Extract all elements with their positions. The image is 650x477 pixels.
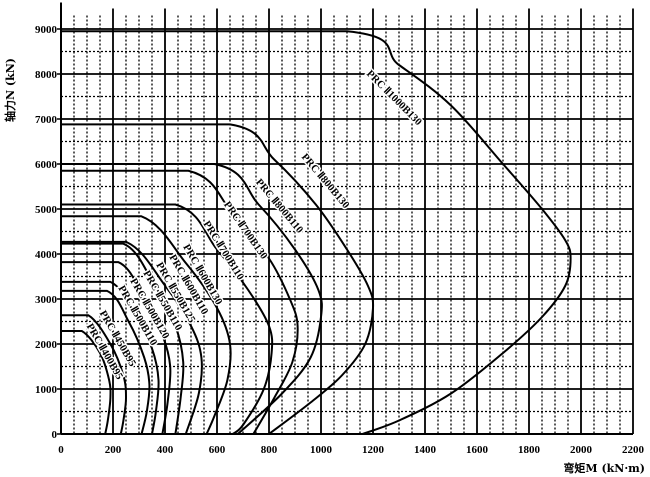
x-tick-label: 600 xyxy=(209,444,226,456)
y-tick-label: 5000 xyxy=(35,204,58,216)
series-curve xyxy=(61,289,151,435)
ticks: 0 1000 2000 3000 4000 5000 6000 7000 8000 9000 0 20… xyxy=(35,24,645,456)
y-axis-label: 轴力N (kN) xyxy=(3,58,17,122)
x-tick-label: 400 xyxy=(157,444,174,456)
series-curve xyxy=(61,203,274,435)
series-curve xyxy=(61,280,160,435)
series-curve xyxy=(61,163,323,435)
x-tick-label: 1200 xyxy=(362,444,385,456)
x-tick-label: 1000 xyxy=(310,444,333,456)
x-tick-label: 1400 xyxy=(414,444,437,456)
y-tick-label: 2000 xyxy=(35,339,58,351)
x-tick-label: 1600 xyxy=(466,444,489,456)
x-tick-label: 1800 xyxy=(518,444,541,456)
y-tick-label: 7000 xyxy=(35,114,58,126)
x-tick-label: 2000 xyxy=(570,444,593,456)
series-curve xyxy=(61,261,172,435)
series-label: PRC Ⅱ800B130 xyxy=(299,151,352,211)
x-tick-label: 0 xyxy=(58,444,64,456)
x-tick-label: 200 xyxy=(105,444,122,456)
series-curve xyxy=(61,314,128,435)
y-tick-label: 1000 xyxy=(35,384,58,396)
series-curve xyxy=(61,242,185,435)
x-tick-label: 2200 xyxy=(622,444,645,456)
series-curve xyxy=(61,123,375,435)
series-curve xyxy=(61,240,203,435)
x-tick-label: 800 xyxy=(261,444,278,456)
curves xyxy=(61,30,572,435)
y-tick-label: 9000 xyxy=(35,24,58,36)
series-curve xyxy=(61,215,232,435)
y-tick-label: 0 xyxy=(52,429,58,441)
series-curve xyxy=(61,30,572,435)
y-tick-label: 4000 xyxy=(35,249,58,261)
x-axis-label: 弯矩M (kN·m) xyxy=(563,461,645,475)
series-curve xyxy=(61,169,299,435)
y-tick-label: 6000 xyxy=(35,159,58,171)
y-tick-label: 8000 xyxy=(35,69,58,81)
y-tick-label: 3000 xyxy=(35,294,58,306)
series-curve xyxy=(61,329,112,435)
